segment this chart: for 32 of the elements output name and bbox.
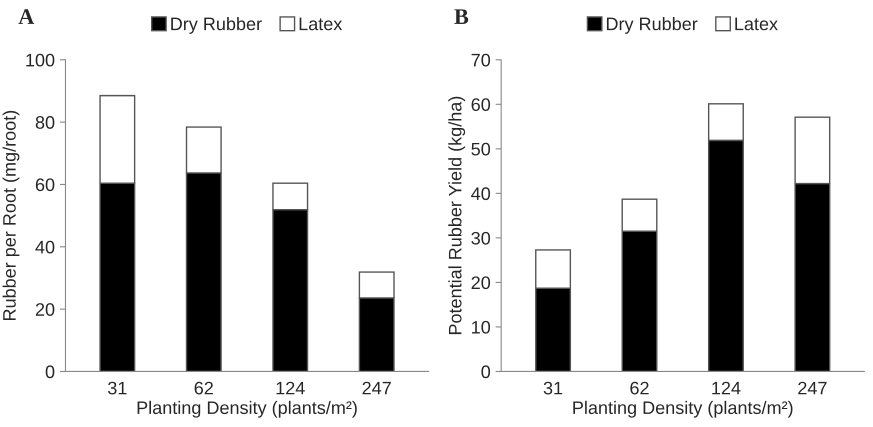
legend-label: Latex [300,18,342,30]
x-tick-label: 62 [194,382,213,394]
x-tick-label: 247 [362,382,391,394]
y-tick-label: 10 [472,320,490,334]
y-tick-label: 80 [36,116,54,129]
y-tick-label: 50 [471,142,490,156]
y-tick-label: 70 [472,54,490,66]
y-tick-label: 20 [472,276,490,290]
x-tick-label: 31 [544,382,562,394]
y-tick-label: 100 [26,54,54,66]
x-axis-title: Planting Density (plants/m²) [138,400,357,418]
x-tick-label: 62 [630,382,649,394]
x-tick-label: 124 [276,382,305,394]
y-tick-label: 20 [36,303,54,316]
legend-label: Dry Rubber [606,17,698,34]
y-tick-label: 30 [471,232,490,245]
chart-title: A [18,9,34,24]
x-tick-label: 247 [798,382,827,394]
y-tick-label: 0 [481,365,490,378]
y-tick-label: 60 [36,178,54,192]
legend-label: Dry Rubber [171,17,262,34]
legend-label: Latex [735,18,778,30]
y-axis-title: Rubber per Root (mg/root) [2,110,20,320]
y-tick-label: 0 [46,365,54,378]
x-tick-label: 31 [108,382,127,394]
x-tick-label: 124 [712,382,740,394]
x-axis-title: Planting Density (plants/m²) [573,400,792,418]
y-tick-label: 40 [471,187,490,200]
y-axis-title: Potential Rubber Yield (kg/ha) [448,96,466,334]
y-tick-label: 40 [35,240,54,254]
y-tick-label: 60 [472,98,490,112]
chart-title: B [454,9,468,24]
